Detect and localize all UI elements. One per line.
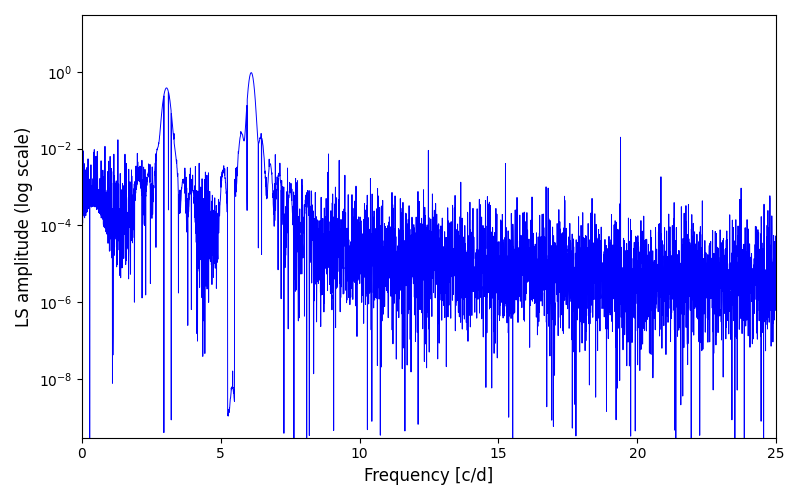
X-axis label: Frequency [c/d]: Frequency [c/d]: [364, 467, 494, 485]
Y-axis label: LS amplitude (log scale): LS amplitude (log scale): [15, 126, 33, 326]
